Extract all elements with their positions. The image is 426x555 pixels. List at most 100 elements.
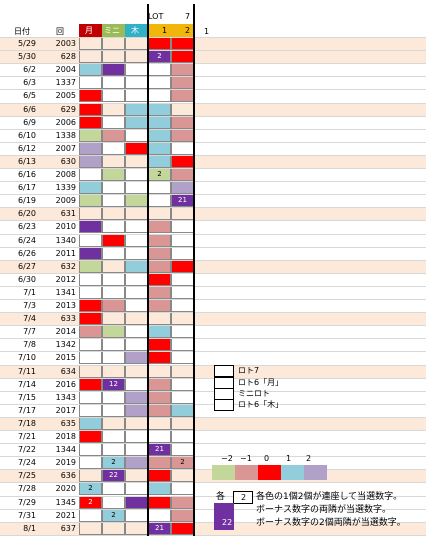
number-cell: [125, 390, 148, 404]
date-cell: 7/31: [18, 510, 36, 520]
date-cell: 7/22: [18, 445, 36, 455]
number-cell: [125, 377, 148, 391]
round-cell: 2020: [55, 484, 76, 494]
round-cell: 1341: [55, 287, 76, 297]
number-cell: [148, 220, 171, 234]
number-cell: [148, 299, 171, 313]
number-cell: [102, 89, 125, 103]
round-cell: 637: [60, 523, 76, 533]
round-cell: 629: [60, 104, 76, 114]
number-cell: [171, 76, 194, 90]
number-cell: [102, 50, 125, 64]
number-cell: [171, 364, 194, 378]
col-header-lot1: 1: [148, 24, 171, 37]
grid-line: [0, 338, 426, 340]
number-cell: [125, 430, 148, 444]
table-row: [0, 50, 426, 64]
date-cell: 7/14: [18, 379, 36, 389]
note-example-box: 2: [233, 491, 253, 504]
number-cell: [102, 351, 125, 365]
number-cell: [79, 456, 102, 470]
date-cell: 6/17: [18, 183, 36, 193]
number-cell: [79, 377, 102, 391]
number-cell: [125, 50, 148, 64]
number-cell: [125, 416, 148, 430]
round-cell: 1338: [55, 130, 76, 140]
col-header-mon: 月: [79, 24, 102, 37]
number-cell: [148, 456, 171, 470]
number-cell: [148, 364, 171, 378]
round-cell: 2014: [55, 327, 76, 337]
grid-line: [0, 168, 426, 169]
grid-line: [0, 325, 426, 327]
number-cell: [148, 141, 171, 155]
number-cell: [125, 469, 148, 483]
number-cell: 21: [148, 521, 171, 535]
grid-line: [0, 430, 426, 431]
number-cell: [171, 63, 194, 77]
number-cell: [171, 154, 194, 168]
round-cell: 2009: [55, 196, 76, 206]
number-cell: [171, 416, 194, 430]
number-cell: [125, 154, 148, 168]
date-cell: 6/10: [18, 130, 36, 140]
number-cell: [79, 259, 102, 273]
number-cell: [148, 246, 171, 260]
grid-line: [0, 403, 426, 405]
round-cell: 2004: [55, 65, 76, 75]
date-cell: 8/1: [23, 523, 36, 533]
grid-line: [0, 364, 426, 366]
number-cell: [79, 285, 102, 299]
number-cell: [79, 443, 102, 457]
number-cell: [148, 338, 171, 352]
number-cell: [125, 220, 148, 234]
number-cell: [171, 469, 194, 483]
number-cell: [102, 259, 125, 273]
number-cell: 2: [79, 482, 102, 496]
round-cell: 1342: [55, 340, 76, 350]
round-cell: 2007: [55, 143, 76, 153]
number-cell: [171, 351, 194, 365]
round-cell: 2005: [55, 91, 76, 101]
note-each-label: 各: [216, 492, 226, 502]
scale-label: −2: [221, 454, 233, 463]
legend-swatch: [214, 399, 234, 411]
number-cell: [148, 181, 171, 195]
number-cell: [102, 390, 125, 404]
number-cell: [171, 377, 194, 391]
legend-label: ミニロト: [238, 389, 270, 398]
round-cell: 2012: [55, 274, 76, 284]
number-cell: [171, 233, 194, 247]
round-cell: 632: [60, 261, 76, 271]
date-cell: 5/29: [18, 39, 36, 48]
number-cell: [79, 416, 102, 430]
scale-swatch-pink: [235, 465, 258, 480]
number-cell: [148, 285, 171, 299]
grid-line: [0, 220, 426, 222]
date-cell: 6/27: [18, 261, 36, 271]
number-cell: [102, 443, 125, 457]
number-cell: [79, 37, 102, 51]
table-row: [0, 416, 426, 430]
date-cell: 6/30: [18, 274, 36, 284]
round-cell: 628: [60, 52, 76, 62]
number-cell: [125, 403, 148, 417]
number-cell: [79, 141, 102, 155]
date-cell: 6/3: [23, 78, 36, 88]
number-cell: [171, 390, 194, 404]
round-cell: 1343: [55, 392, 76, 402]
round-col-header: 回: [56, 27, 64, 36]
number-cell: [125, 181, 148, 195]
round-cell: 1344: [55, 445, 76, 455]
number-cell: [148, 416, 171, 430]
number-cell: [148, 207, 171, 221]
date-cell: 6/5: [23, 91, 36, 101]
number-cell: [148, 508, 171, 522]
date-cell: 6/26: [18, 248, 36, 258]
number-cell: [79, 168, 102, 182]
one-label: 1: [204, 27, 210, 36]
number-cell: [148, 154, 171, 168]
grid-line: [0, 154, 426, 156]
table-row: [0, 37, 426, 51]
grid-line: [0, 128, 426, 130]
